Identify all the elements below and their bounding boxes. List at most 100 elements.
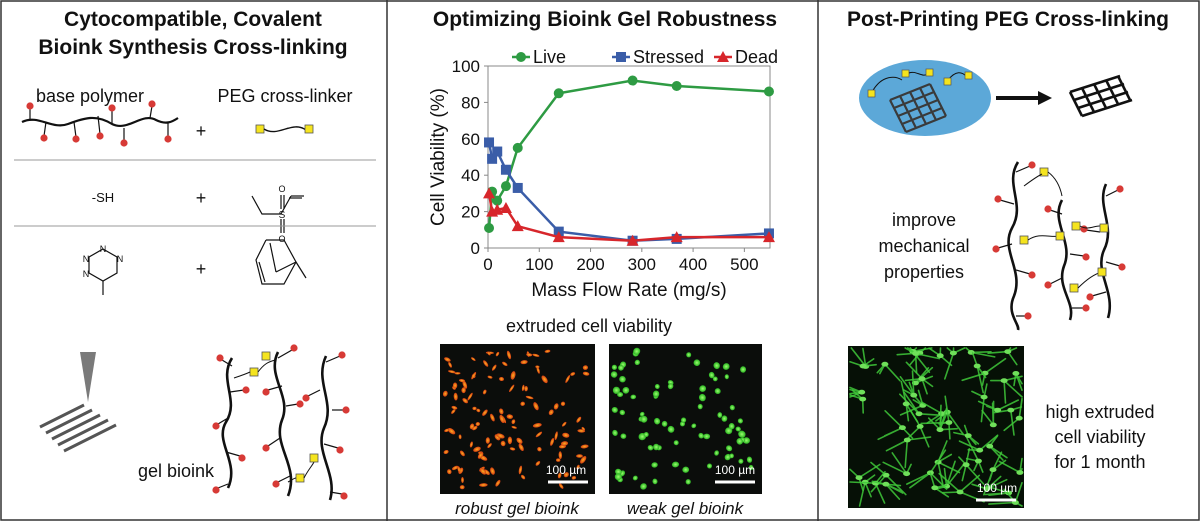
- cell-dot: [746, 456, 753, 463]
- cell-dot: [451, 409, 456, 414]
- data-point-stressed: [492, 146, 503, 157]
- cell-process: [983, 451, 1007, 496]
- peg-crosslinker-icon: [255, 124, 314, 134]
- vinyl-sulfone-structure: [251, 195, 304, 233]
- cell-dot: [487, 351, 491, 356]
- cell-dot: [576, 416, 582, 423]
- cell-dot: [728, 423, 735, 430]
- cell-body: [931, 485, 939, 491]
- cell-dot: [570, 372, 576, 376]
- cell-dot: [533, 402, 539, 411]
- tetrazine-n2: N: [83, 254, 90, 264]
- cell-dot: [618, 364, 624, 371]
- cell-dot: [462, 380, 468, 389]
- cell-dot: [611, 364, 618, 370]
- cell-dot: [699, 385, 707, 392]
- cell-body: [1016, 470, 1024, 475]
- cell-dot: [475, 421, 480, 427]
- micrograph-robust: 100 µm: [440, 344, 595, 494]
- cell-dot: [582, 365, 588, 370]
- chart-legend: Live Stressed Dead: [512, 47, 778, 67]
- cell-body: [989, 467, 997, 473]
- cell-dot: [509, 384, 515, 393]
- data-point-dead: [491, 203, 504, 215]
- cell-dot: [483, 360, 489, 367]
- cell-body: [902, 401, 910, 407]
- cell-body: [881, 361, 889, 367]
- data-point-stressed: [487, 153, 498, 164]
- cell-process: [904, 347, 941, 374]
- cell-dot: [736, 438, 743, 445]
- data-point-dead: [499, 201, 512, 213]
- cell-dot: [643, 432, 649, 438]
- cell-dot: [667, 425, 675, 433]
- scale-bar-right-label: 100 µm: [715, 463, 755, 477]
- cell-body: [1007, 407, 1015, 413]
- cell-process: [877, 410, 914, 441]
- cell-dot: [535, 365, 540, 369]
- cell-process: [906, 449, 948, 490]
- base-polymer-label: base polymer: [36, 86, 144, 106]
- data-point-dead: [762, 231, 775, 243]
- cell-dot: [495, 351, 500, 357]
- cell-body: [903, 437, 911, 443]
- cell-dot: [619, 375, 626, 383]
- cell-dot: [518, 443, 524, 452]
- cell-dot: [458, 379, 466, 383]
- cell-dot: [697, 403, 703, 410]
- cell-dot: [582, 371, 590, 376]
- cell-dot: [496, 433, 505, 439]
- y-tick-label: 60: [461, 130, 480, 149]
- y-tick-label: 40: [461, 166, 480, 185]
- cell-dot: [633, 347, 641, 355]
- cell-dot: [548, 409, 554, 416]
- cell-dot: [652, 390, 660, 398]
- cell-dot: [487, 375, 493, 379]
- cell-dot: [726, 445, 733, 452]
- cell-dot: [447, 427, 456, 435]
- cell-body: [986, 443, 994, 449]
- legend-label-live: Live: [533, 47, 566, 67]
- cell-dot: [499, 408, 504, 415]
- cell-dot: [520, 401, 525, 406]
- cell-dot: [544, 349, 551, 353]
- cell-dot: [516, 437, 523, 444]
- cell-dot: [721, 415, 728, 422]
- cell-dot: [562, 432, 570, 438]
- series-line-live: [487, 79, 770, 229]
- cell-dot: [576, 464, 580, 470]
- cell-dot: [461, 387, 466, 394]
- cell-body: [918, 376, 926, 382]
- cell-body: [855, 475, 863, 481]
- cell-dot: [443, 449, 449, 455]
- x-tick-label: 100: [525, 255, 553, 274]
- cell-dot: [652, 478, 658, 485]
- cell-dot: [639, 411, 645, 417]
- data-point-dead: [511, 220, 524, 232]
- micrograph-one-month: 100 µm: [848, 346, 1024, 508]
- cell-dot: [485, 437, 490, 444]
- x-tick-label: 500: [730, 255, 758, 274]
- cell-body: [962, 462, 970, 468]
- data-point-live: [671, 81, 682, 92]
- cell-dot: [458, 434, 462, 440]
- cell-dot: [560, 441, 569, 446]
- x-tick-label: 300: [628, 255, 656, 274]
- cell-dot: [620, 433, 627, 439]
- cell-dot: [448, 361, 452, 368]
- viability-line1: high extruded: [1045, 402, 1154, 422]
- cell-dot: [640, 483, 647, 490]
- cell-body: [983, 486, 991, 492]
- cell-body: [858, 389, 866, 395]
- cell-dot: [713, 362, 720, 370]
- cell-process: [953, 424, 980, 446]
- cell-body: [1012, 371, 1020, 376]
- cell-dot: [682, 466, 690, 473]
- cell-body: [898, 425, 906, 431]
- cell-body: [859, 396, 867, 402]
- series-dead: [483, 187, 775, 246]
- cell-dot: [509, 447, 516, 451]
- cell-process: [988, 482, 1023, 507]
- cell-body: [964, 433, 972, 438]
- viability-line3: for 1 month: [1054, 452, 1145, 472]
